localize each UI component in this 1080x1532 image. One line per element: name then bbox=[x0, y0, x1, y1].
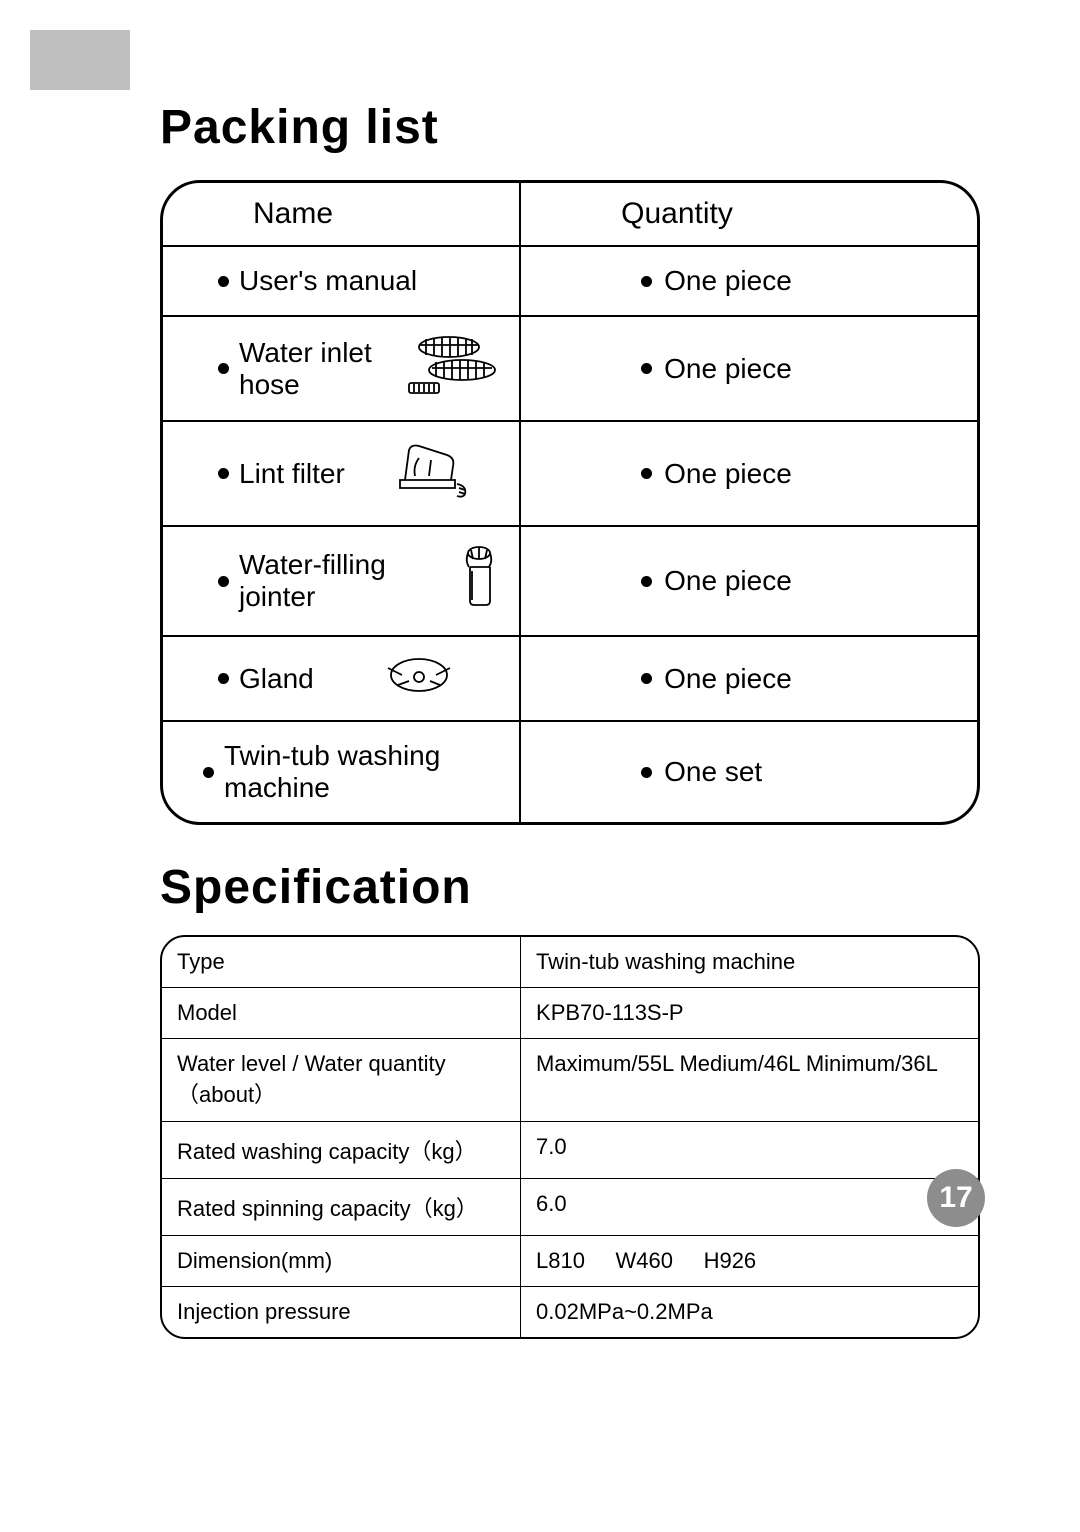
row-qty: One piece bbox=[664, 353, 792, 385]
spec-value: Maximum/55L Medium/46L Minimum/36L bbox=[521, 1039, 978, 1121]
row-name: User's manual bbox=[239, 265, 417, 297]
spec-label: Rated spinning capacity（kg） bbox=[162, 1179, 521, 1235]
page-number-badge: 17 bbox=[927, 1169, 985, 1227]
spec-label: Model bbox=[162, 988, 521, 1038]
bullet-icon bbox=[641, 468, 652, 479]
row-name-cell: User's manual bbox=[163, 247, 521, 315]
spec-label: Type bbox=[162, 937, 521, 987]
spec-value: 6.0 bbox=[521, 1179, 978, 1235]
bullet-icon bbox=[641, 276, 652, 287]
spec-value: Twin-tub washing machine bbox=[521, 937, 978, 987]
bullet-icon bbox=[641, 363, 652, 374]
row-name: Water inlet hose bbox=[239, 337, 394, 401]
table-row: Water inlet hose bbox=[163, 315, 977, 420]
spec-row: Injection pressure 0.02MPa~0.2MPa bbox=[162, 1286, 978, 1337]
side-tab bbox=[30, 30, 130, 90]
row-qty: One piece bbox=[664, 565, 792, 597]
spec-value: 7.0 bbox=[521, 1122, 978, 1178]
spec-value: 0.02MPa~0.2MPa bbox=[521, 1287, 978, 1337]
header-name: Name bbox=[163, 183, 521, 245]
specification-title: Specification bbox=[160, 860, 980, 915]
row-name-cell: Twin-tub washing machine bbox=[163, 722, 521, 822]
row-qty-cell: One set bbox=[521, 722, 977, 822]
bullet-icon bbox=[218, 276, 229, 287]
spec-value: KPB70-113S-P bbox=[521, 988, 978, 1038]
row-name: Water-filling jointer bbox=[239, 549, 449, 613]
table-row: Twin-tub washing machine One set bbox=[163, 720, 977, 822]
bullet-icon bbox=[218, 576, 229, 587]
row-qty: One set bbox=[664, 756, 762, 788]
row-name: Twin-tub washing machine bbox=[224, 740, 499, 804]
bullet-icon bbox=[641, 673, 652, 684]
table-row: User's manual One piece bbox=[163, 245, 977, 315]
table-row: Water-filling jointer bbox=[163, 525, 977, 635]
bullet-icon bbox=[218, 673, 229, 684]
spec-row: Rated spinning capacity（kg） 6.0 bbox=[162, 1178, 978, 1235]
row-qty-cell: One piece bbox=[521, 637, 977, 720]
spec-row: Dimension(mm) L810 W460 H926 bbox=[162, 1235, 978, 1286]
packing-list-table: Name Quantity User's manual One piece Wa… bbox=[160, 180, 980, 825]
table-row: Lint filter O bbox=[163, 420, 977, 525]
spec-label: Water level / Water quantity（about） bbox=[162, 1039, 521, 1121]
table-header-row: Name Quantity bbox=[163, 183, 977, 245]
specification-table: Type Twin-tub washing machine Model KPB7… bbox=[160, 935, 980, 1339]
gland-icon bbox=[384, 655, 454, 702]
spec-row: Water level / Water quantity（about） Maxi… bbox=[162, 1038, 978, 1121]
row-qty: One piece bbox=[664, 458, 792, 490]
row-name-cell: Water-filling jointer bbox=[163, 527, 521, 635]
row-qty-cell: One piece bbox=[521, 527, 977, 635]
bullet-icon bbox=[218, 363, 229, 374]
row-name-cell: Lint filter bbox=[163, 422, 521, 525]
water-inlet-hose-icon bbox=[404, 335, 499, 402]
row-name-cell: Gland bbox=[163, 637, 521, 720]
bullet-icon bbox=[641, 767, 652, 778]
spec-label: Dimension(mm) bbox=[162, 1236, 521, 1286]
page-content: Packing list Name Quantity User's manual… bbox=[0, 0, 1080, 1339]
row-qty-cell: One piece bbox=[521, 422, 977, 525]
bullet-icon bbox=[203, 767, 214, 778]
row-name-cell: Water inlet hose bbox=[163, 317, 521, 420]
packing-list-title: Packing list bbox=[160, 100, 980, 155]
water-filling-jointer-icon bbox=[459, 545, 499, 617]
lint-filter-icon bbox=[385, 440, 475, 507]
row-qty-cell: One piece bbox=[521, 317, 977, 420]
bullet-icon bbox=[641, 576, 652, 587]
spec-row: Rated washing capacity（kg） 7.0 bbox=[162, 1121, 978, 1178]
table-row: Gland One pie bbox=[163, 635, 977, 720]
row-name: Lint filter bbox=[239, 458, 345, 490]
row-qty: One piece bbox=[664, 663, 792, 695]
bullet-icon bbox=[218, 468, 229, 479]
header-quantity: Quantity bbox=[521, 183, 977, 245]
row-qty-cell: One piece bbox=[521, 247, 977, 315]
row-name: Gland bbox=[239, 663, 314, 695]
spec-row: Model KPB70-113S-P bbox=[162, 987, 978, 1038]
spec-value: L810 W460 H926 bbox=[521, 1236, 978, 1286]
spec-label: Injection pressure bbox=[162, 1287, 521, 1337]
spec-row: Type Twin-tub washing machine bbox=[162, 937, 978, 987]
row-qty: One piece bbox=[664, 265, 792, 297]
spec-label: Rated washing capacity（kg） bbox=[162, 1122, 521, 1178]
